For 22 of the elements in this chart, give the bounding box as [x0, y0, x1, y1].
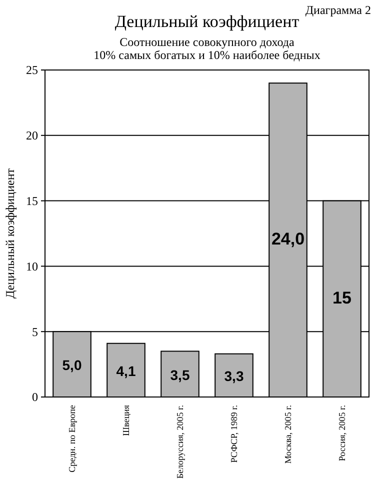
text: Диаграмма 2 — [305, 3, 371, 17]
y-tick-label: 5 — [32, 324, 38, 339]
y-tick-label: 15 — [26, 194, 38, 208]
chart-title: Децильный коэффициент — [114, 12, 300, 31]
data-label: 3,3 — [224, 368, 244, 384]
x-tick-label: Средн. по Европе — [67, 405, 77, 472]
y-tick-label: 25 — [26, 63, 38, 78]
x-tick-label: Россия, 2005 г. — [337, 405, 347, 462]
x-tick-label: Белоруссия, 2005 г. — [175, 405, 185, 479]
y-axis-title: Децильный коэффициент — [3, 168, 17, 299]
y-tick-label: 10 — [26, 259, 38, 274]
x-tick-label: Швеция — [121, 405, 131, 436]
data-label: 5,0 — [62, 357, 82, 374]
x-tick-label: Москва, 2005 г. — [283, 405, 293, 464]
y-tick-label: 0 — [32, 390, 38, 404]
data-label: 4,1 — [116, 362, 136, 379]
x-tick-label: РСФСР, 1989 г. — [229, 405, 239, 463]
y-tick-label: 20 — [26, 128, 38, 143]
data-label: 3,5 — [170, 366, 190, 383]
chart-subtitle: Соотношение совокупного дохода 10% самых богатых и 10% наиболее бедных — [94, 35, 320, 62]
data-label: 24,0 — [271, 230, 305, 249]
data-label: 15 — [332, 288, 352, 308]
